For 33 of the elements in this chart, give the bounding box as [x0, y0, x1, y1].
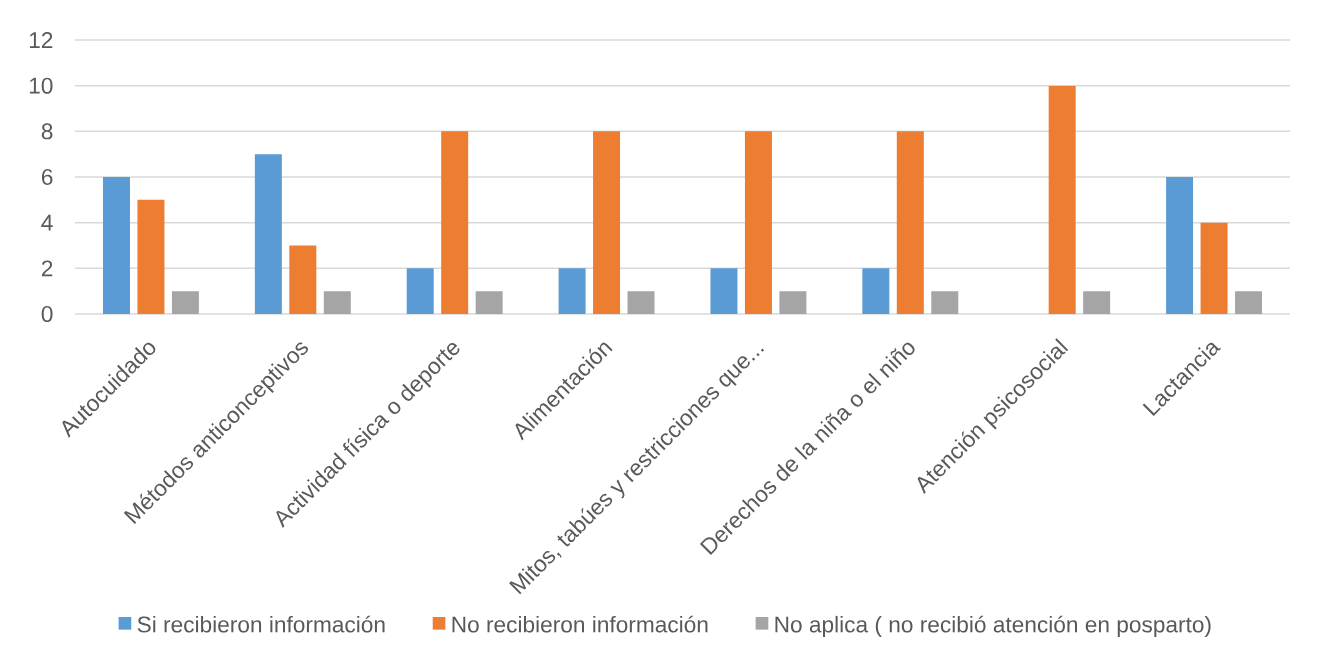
bar — [862, 268, 890, 314]
bar — [137, 199, 165, 314]
bar — [627, 291, 655, 314]
y-tick-label: 10 — [29, 77, 53, 94]
bar — [441, 131, 469, 314]
bar — [102, 176, 130, 314]
bar — [931, 291, 959, 314]
bar — [1200, 222, 1228, 314]
bar — [475, 291, 503, 314]
y-tick-label: 8 — [41, 123, 53, 140]
bar — [1083, 291, 1111, 314]
bar — [779, 291, 807, 314]
legend-label: Si recibieron información — [137, 615, 385, 633]
bar — [1166, 176, 1194, 314]
legend-label: No aplica ( no recibió atención en posparto) — [775, 615, 1211, 638]
y-tick-label: 0 — [41, 305, 53, 323]
y-tick-label: 12 — [29, 32, 53, 48]
bar — [254, 154, 282, 314]
bar — [1048, 85, 1076, 314]
bar — [896, 131, 924, 314]
bar — [406, 268, 434, 314]
y-tick-label: 2 — [41, 260, 53, 277]
bar — [593, 131, 621, 314]
bar — [558, 268, 586, 314]
bar — [710, 268, 738, 314]
bar — [744, 131, 772, 314]
y-tick-label: 4 — [41, 214, 53, 231]
bar — [1235, 291, 1263, 314]
bar — [289, 245, 317, 314]
bar — [323, 291, 351, 314]
y-tick-label: 6 — [41, 168, 53, 186]
legend-label: No recibieron información — [452, 615, 708, 633]
bar — [171, 291, 199, 314]
